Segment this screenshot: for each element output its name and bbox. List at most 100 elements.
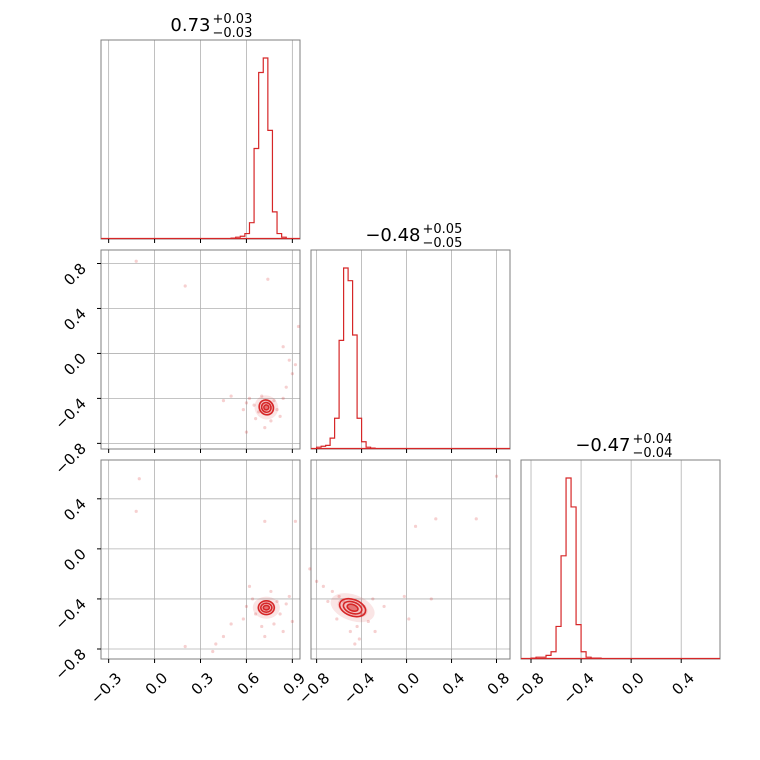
x-tick-label: 0.4 — [439, 669, 469, 699]
sample-point — [315, 579, 319, 584]
sample-point — [296, 324, 301, 329]
histogram-step — [230, 57, 287, 239]
sample-point — [373, 629, 377, 634]
sample-point — [254, 417, 258, 421]
sample-point — [337, 594, 341, 599]
sample-point — [290, 372, 294, 376]
y-tick-label: 0.4 — [60, 495, 90, 525]
histogram-panel — [100, 39, 301, 243]
sample-point — [281, 396, 285, 401]
sample-point — [278, 612, 282, 616]
title-upper-error: +0.03 — [213, 12, 253, 27]
sample-point — [407, 617, 411, 621]
sample-point — [284, 385, 288, 389]
title-value: −0.48 — [365, 225, 420, 246]
panels-layer — [97, 39, 721, 663]
y-tick-label: 0.8 — [60, 260, 90, 290]
panel-frame — [310, 249, 511, 450]
sample-point — [244, 604, 249, 609]
sample-point — [272, 622, 276, 626]
sample-point — [434, 517, 438, 521]
sample-point — [355, 624, 359, 629]
contour-level — [346, 603, 359, 613]
sample-point — [134, 509, 138, 513]
y-tick-label: −0.8 — [51, 439, 89, 477]
histogram-panel — [520, 459, 721, 663]
sample-point — [371, 597, 375, 601]
sample-point — [429, 597, 433, 601]
title-upper-error: +0.05 — [423, 222, 463, 237]
sample-point — [263, 426, 267, 430]
histogram-title: −0.48 +0.05−0.05 — [365, 222, 462, 251]
sample-point — [308, 567, 312, 571]
sample-point — [247, 396, 252, 401]
sample-point — [402, 594, 406, 599]
x-tick-label: −0.4 — [340, 669, 378, 707]
contour-level — [258, 399, 275, 416]
sample-point — [263, 519, 267, 523]
sample-point — [281, 629, 285, 634]
sample-point — [252, 403, 256, 407]
sample-point — [278, 414, 282, 418]
sample-point — [348, 629, 352, 634]
sample-point — [266, 277, 270, 281]
histogram-step — [530, 477, 602, 659]
contour-level — [342, 600, 363, 615]
x-tick-label: −0.8 — [509, 669, 547, 707]
sample-point — [183, 284, 187, 288]
sample-point — [275, 408, 279, 412]
y-tick-label: 0.4 — [60, 305, 90, 335]
sample-point — [137, 477, 141, 481]
sample-point — [269, 419, 273, 423]
sample-point — [382, 604, 386, 609]
labels-layer: 0.73 +0.03−0.03 −0.48 +0.05−0.05 −0.8 −0.4 0.0… — [51, 12, 698, 708]
sample-point — [366, 619, 370, 624]
panel-frame — [520, 459, 721, 660]
sample-point — [287, 594, 291, 599]
sample-point — [244, 430, 249, 434]
title-lower-error: −0.04 — [633, 446, 673, 461]
x-tick-label: 0.3 — [188, 669, 218, 699]
sample-point — [247, 584, 252, 589]
x-tick-label: 0.0 — [142, 669, 172, 699]
y-tick-label: 0.0 — [60, 350, 90, 380]
sample-point — [330, 589, 334, 594]
sample-point — [290, 619, 294, 624]
sample-point — [254, 612, 258, 616]
y-tick-label: −0.4 — [51, 395, 89, 433]
sample-point — [263, 634, 267, 639]
sample-point — [293, 363, 298, 367]
title-lower-error: −0.05 — [423, 236, 463, 251]
title-value: 0.73 — [170, 15, 210, 36]
sample-point — [221, 399, 226, 403]
sample-point — [241, 408, 245, 412]
sample-point — [229, 394, 233, 398]
x-tick-label: 0.4 — [668, 669, 698, 699]
histogram-panel — [310, 249, 511, 453]
contour-level — [338, 597, 367, 618]
y-tick-label: −0.4 — [51, 595, 89, 633]
sample-point — [214, 642, 218, 646]
histogram-title: −0.47 +0.04−0.04 — [575, 432, 672, 461]
title-lower-error: −0.03 — [213, 26, 253, 41]
histogram-title: 0.73 +0.03−0.03 — [170, 12, 252, 41]
sample-point — [284, 602, 288, 606]
sample-point — [241, 617, 245, 621]
sample-point — [183, 644, 187, 649]
title-upper-error: +0.04 — [633, 432, 673, 447]
sample-point — [275, 599, 279, 604]
x-tick-label: 0.0 — [394, 669, 424, 699]
sample-point — [281, 345, 285, 349]
x-tick-label: 0.0 — [618, 669, 648, 699]
sample-point — [221, 634, 226, 639]
contour-level — [262, 604, 271, 611]
sample-point — [229, 622, 233, 626]
x-tick-label: 0.6 — [234, 669, 264, 699]
sample-point — [257, 410, 261, 414]
sample-point — [335, 617, 339, 621]
sample-point — [494, 474, 499, 478]
scatter-panel — [97, 459, 301, 663]
contour-level — [263, 404, 270, 411]
contour-level — [260, 401, 272, 414]
title-value: −0.47 — [575, 435, 630, 456]
